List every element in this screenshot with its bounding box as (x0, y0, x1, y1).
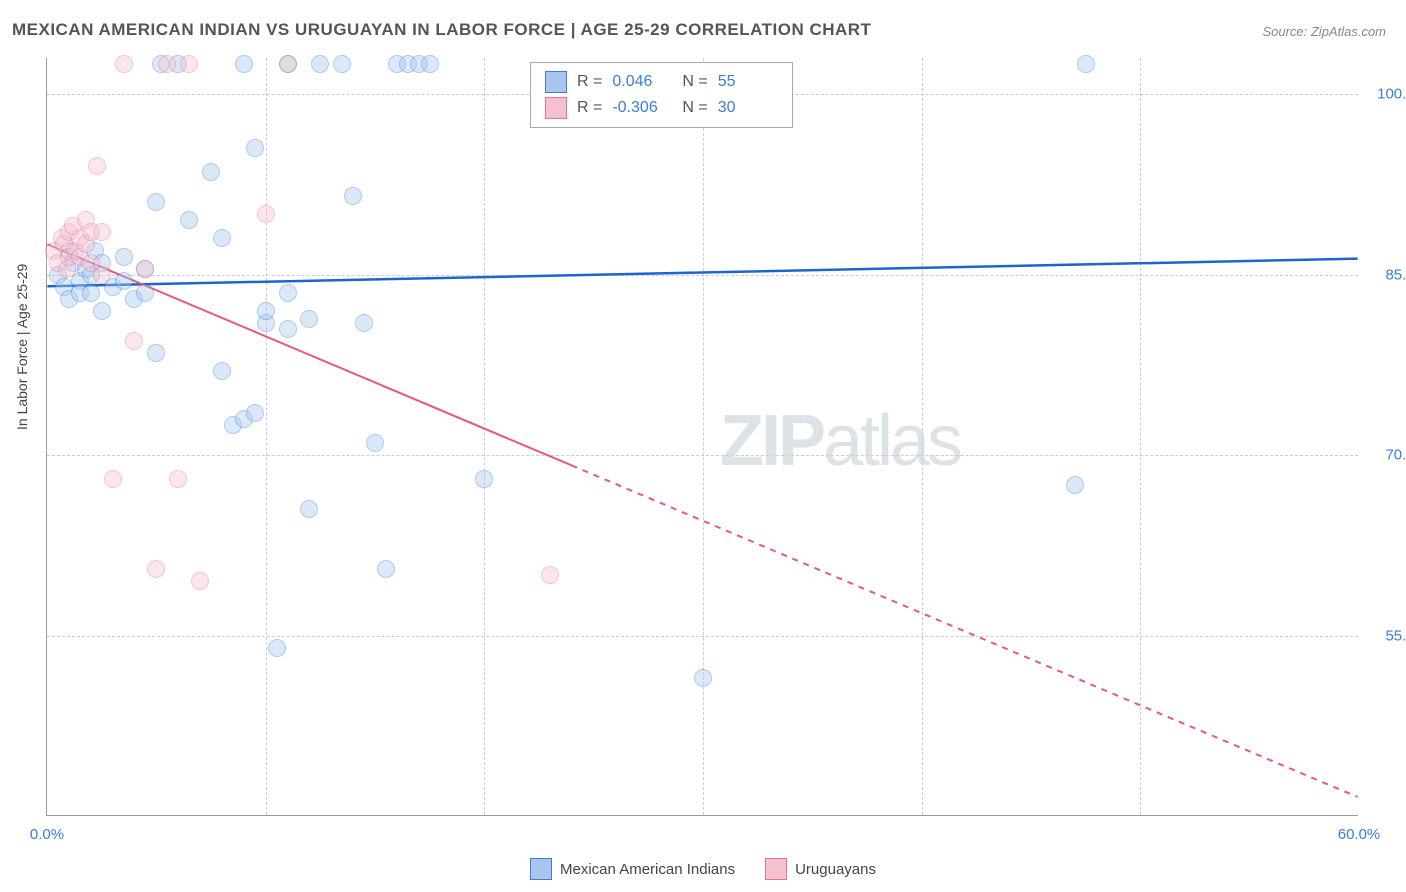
data-point (257, 205, 275, 223)
data-point (136, 260, 154, 278)
source-attribution: Source: ZipAtlas.com (1262, 24, 1386, 39)
legend-item-series2: Uruguayans (765, 858, 876, 880)
legend-label: Mexican American Indians (560, 861, 735, 878)
y-tick-label: 85.0% (1368, 266, 1406, 283)
data-point (93, 266, 111, 284)
data-point (88, 157, 106, 175)
data-point (93, 302, 111, 320)
data-point (147, 344, 165, 362)
n-label: N = (682, 73, 707, 91)
data-point (202, 163, 220, 181)
data-point (377, 560, 395, 578)
gridline-vertical (922, 58, 923, 815)
gridline-vertical (1140, 58, 1141, 815)
data-point (366, 434, 384, 452)
correlation-legend: R = 0.046 N = 55 R = -0.306 N = 30 (530, 62, 793, 128)
data-point (115, 248, 133, 266)
data-point (421, 55, 439, 73)
data-point (158, 55, 176, 73)
data-point (1077, 55, 1095, 73)
legend-square-icon (765, 858, 787, 880)
data-point (475, 470, 493, 488)
y-tick-label: 55.0% (1368, 627, 1406, 644)
gridline-vertical (484, 58, 485, 815)
data-point (355, 314, 373, 332)
data-point (104, 470, 122, 488)
data-point (541, 566, 559, 584)
legend-square-icon (545, 97, 567, 119)
n-label: N = (682, 99, 707, 117)
data-point (311, 55, 329, 73)
r-label: R = (577, 99, 602, 117)
legend-label: Uruguayans (795, 861, 876, 878)
correlation-row: R = -0.306 N = 30 (545, 95, 778, 121)
data-point (136, 284, 154, 302)
gridline-vertical (266, 58, 267, 815)
y-tick-label: 100.0% (1368, 86, 1406, 103)
r-label: R = (577, 73, 602, 91)
r-value: 0.046 (612, 73, 672, 91)
data-point (694, 669, 712, 687)
data-point (169, 470, 187, 488)
y-axis-label: In Labor Force | Age 25-29 (14, 264, 30, 430)
legend-square-icon (545, 71, 567, 93)
data-point (213, 362, 231, 380)
data-point (300, 500, 318, 518)
data-point (180, 55, 198, 73)
data-point (125, 332, 143, 350)
y-tick-label: 70.0% (1368, 447, 1406, 464)
data-point (300, 310, 318, 328)
data-point (257, 302, 275, 320)
data-point (82, 284, 100, 302)
n-value: 55 (718, 73, 778, 91)
data-point (268, 639, 286, 657)
x-tick-label: 60.0% (1338, 826, 1381, 843)
data-point (115, 55, 133, 73)
data-point (235, 55, 253, 73)
correlation-row: R = 0.046 N = 55 (545, 69, 778, 95)
data-point (246, 139, 264, 157)
data-point (213, 229, 231, 247)
data-point (180, 211, 198, 229)
data-point (147, 193, 165, 211)
n-value: 30 (718, 99, 778, 117)
gridline-vertical (703, 58, 704, 815)
data-point (279, 284, 297, 302)
data-point (147, 560, 165, 578)
data-point (246, 404, 264, 422)
data-point (191, 572, 209, 590)
chart-title: MEXICAN AMERICAN INDIAN VS URUGUAYAN IN … (12, 20, 871, 40)
data-point (115, 272, 133, 290)
plot-area: 55.0%70.0%85.0%100.0%0.0%60.0% (46, 58, 1358, 816)
data-point (93, 223, 111, 241)
legend-square-icon (530, 858, 552, 880)
x-tick-label: 0.0% (30, 826, 64, 843)
data-point (333, 55, 351, 73)
data-point (279, 55, 297, 73)
data-point (1066, 476, 1084, 494)
series-legend: Mexican American Indians Uruguayans (0, 858, 1406, 880)
data-point (279, 320, 297, 338)
legend-item-series1: Mexican American Indians (530, 858, 735, 880)
data-point (344, 187, 362, 205)
r-value: -0.306 (612, 99, 672, 117)
